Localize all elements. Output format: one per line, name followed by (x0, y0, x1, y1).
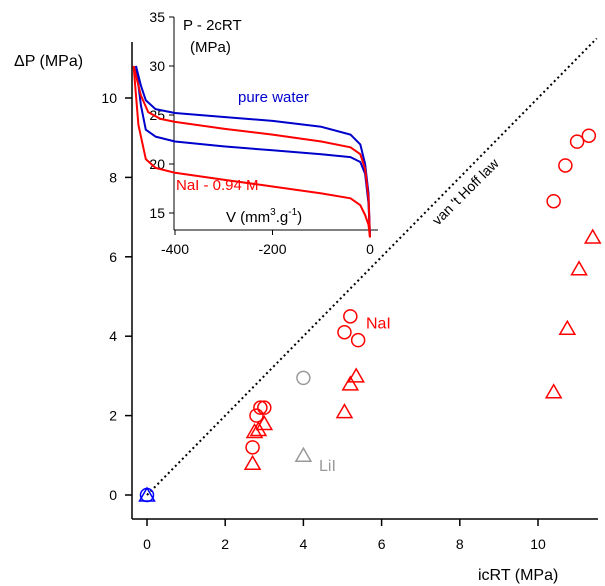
data-point-circle (581, 128, 597, 143)
inset-curve-nai-1 (132, 65, 371, 238)
data-point-circle (558, 158, 573, 173)
inset-y-axis-label-line2: (MPa) (190, 39, 231, 56)
inset-y-axis-label-line1: P - 2cRT (183, 17, 242, 34)
inset-curve-nai-2 (132, 65, 371, 238)
data-point-triangle (570, 260, 588, 276)
y-tick-label: 4 (109, 328, 117, 344)
y-tick-label: 0 (109, 487, 117, 503)
x-tick-label: 6 (378, 536, 386, 552)
data-point-triangle (544, 383, 563, 399)
inset-y-tick-label: 20 (149, 156, 165, 172)
data-point-circle (257, 400, 272, 415)
x-tick-label: 8 (456, 536, 464, 552)
data-point-circle (337, 324, 352, 340)
inset-curve-pure-water-1 (135, 65, 371, 238)
data-point-triangle (583, 228, 602, 244)
x-tick-label: 4 (300, 536, 308, 552)
data-point-circle (253, 400, 268, 415)
data-point-circle (546, 193, 561, 209)
main-y-axis-label: ΔP (MPa) (14, 53, 83, 70)
data-point-circle (245, 440, 260, 455)
van-t-hoff-label: van 't Hoff law (429, 154, 503, 228)
inset-x-axis-label: V (mm3.g-1) (226, 207, 302, 226)
y-tick-label: 6 (109, 249, 117, 265)
x-tick-label: 2 (221, 536, 229, 552)
data-point-triangle (294, 446, 313, 463)
inset-y-tick-label: 35 (149, 9, 165, 25)
x-tick-label: 10 (530, 536, 546, 552)
y-tick-label: 8 (109, 169, 117, 185)
inset-x-tick-label: -400 (161, 241, 189, 257)
data-point-circle (249, 408, 264, 423)
x-tick-label: 0 (143, 536, 151, 552)
data-point-triangle (558, 319, 577, 336)
van-t-hoff-line (146, 37, 598, 496)
data-point-triangle (335, 403, 354, 419)
y-tick-label: 10 (101, 90, 117, 106)
y-tick-label: 2 (109, 408, 117, 424)
data-point-triangle (347, 367, 365, 383)
data-point-triangle (138, 486, 156, 502)
data-point-circle (343, 309, 358, 324)
legend-nai-094m: NaI - 0.94 M (176, 177, 259, 194)
inset-x-tick-label: 0 (366, 241, 374, 257)
data-point-circle (296, 370, 311, 386)
inset-y-tick-label: 15 (149, 205, 165, 221)
data-point-circle (350, 332, 366, 348)
main-x-axis-label: icRT (MPa) (478, 567, 558, 584)
inset-y-tick-label: 30 (149, 58, 165, 74)
annotation-nai: NaI (366, 315, 391, 332)
data-point-triangle (245, 422, 264, 439)
data-point-triangle (255, 415, 274, 431)
annotation-lii: LiI (319, 458, 336, 475)
data-point-circle (569, 134, 585, 149)
data-point-triangle (243, 454, 262, 470)
legend-pure-water: pure water (238, 89, 309, 106)
inset-x-tick-label: -200 (258, 241, 286, 257)
data-point-triangle (341, 375, 360, 391)
